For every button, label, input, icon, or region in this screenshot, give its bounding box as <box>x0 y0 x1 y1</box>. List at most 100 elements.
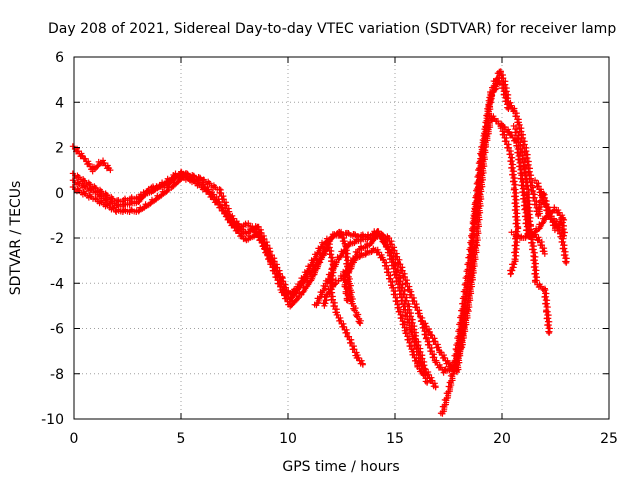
data-point <box>524 198 531 205</box>
data-point <box>502 98 509 105</box>
data-point <box>410 298 417 305</box>
data-point <box>394 304 401 311</box>
data-point <box>404 336 411 343</box>
y-tick-label: -10 <box>41 412 64 428</box>
y-tick-label: -2 <box>50 231 64 247</box>
data-point <box>500 131 507 138</box>
data-point <box>521 169 528 176</box>
data-point <box>416 348 423 355</box>
data-point <box>512 129 519 136</box>
data-point <box>274 274 281 281</box>
data-point <box>390 247 397 254</box>
data-point <box>542 300 549 307</box>
data-point <box>512 213 519 220</box>
data-point <box>515 121 522 128</box>
data-point <box>418 355 425 362</box>
data-point <box>543 315 550 322</box>
data-point <box>404 306 411 313</box>
data-point <box>531 201 538 208</box>
data-point <box>422 335 429 342</box>
data-point <box>563 259 570 266</box>
data-point <box>217 201 224 208</box>
x-tick-label: 10 <box>279 431 297 447</box>
data-point <box>499 85 506 92</box>
data-point <box>500 91 507 98</box>
data-point <box>402 280 409 287</box>
data-point <box>323 297 330 304</box>
data-point <box>407 291 414 298</box>
data-point <box>530 257 537 264</box>
data-point <box>516 163 523 170</box>
data-point <box>511 207 518 214</box>
data-point <box>411 333 418 340</box>
data-point <box>544 322 551 329</box>
series-track-l <box>437 76 512 417</box>
data-point <box>515 225 522 232</box>
data-point <box>516 128 523 135</box>
data-point <box>343 329 350 336</box>
data-point <box>350 346 357 353</box>
data-point <box>408 319 415 326</box>
y-tick-label: 2 <box>55 141 64 157</box>
data-point <box>342 254 349 261</box>
data-point <box>427 332 434 339</box>
data-point <box>497 125 504 132</box>
data-point <box>502 138 509 145</box>
x-axis-title: GPS time / hours <box>282 459 399 475</box>
data-point <box>386 275 393 282</box>
data-point <box>510 107 517 114</box>
data-point <box>506 151 513 158</box>
data-point <box>421 331 428 338</box>
data-point <box>517 149 524 156</box>
data-point <box>329 282 336 289</box>
series-track-a <box>69 143 114 175</box>
series-track-k <box>532 177 570 266</box>
data-point <box>389 256 396 263</box>
data-point <box>520 141 527 148</box>
data-point <box>400 291 407 298</box>
data-point <box>107 167 114 174</box>
y-tick-label: 4 <box>55 95 64 111</box>
data-point <box>389 284 396 291</box>
data-point <box>496 68 503 75</box>
data-point <box>521 206 528 213</box>
series-track-d <box>69 170 431 386</box>
data-point <box>511 200 518 207</box>
data-point <box>431 380 438 387</box>
data-point <box>529 246 536 253</box>
data-point <box>328 234 335 241</box>
data-point <box>514 239 521 246</box>
y-tick-label: 0 <box>55 186 64 202</box>
data-point <box>552 221 559 228</box>
data-point <box>538 194 545 201</box>
data-point <box>537 242 544 249</box>
data-point <box>513 252 520 259</box>
data-point <box>396 278 403 285</box>
x-tick-label: 15 <box>386 431 404 447</box>
data-point <box>528 188 535 195</box>
data-point <box>390 291 397 298</box>
data-point <box>444 357 451 364</box>
data-point <box>541 293 548 300</box>
data-point <box>425 341 432 348</box>
data-point <box>264 251 271 258</box>
data-point <box>509 178 516 185</box>
data-point <box>392 253 399 260</box>
data-point <box>347 339 354 346</box>
data-point <box>521 176 528 183</box>
data-point <box>272 267 279 274</box>
data-point <box>520 195 527 202</box>
data-point <box>419 370 426 377</box>
data-point <box>535 237 542 244</box>
data-point <box>282 295 289 302</box>
data-point <box>518 135 525 142</box>
grid-lines <box>74 57 609 419</box>
data-point <box>521 213 528 220</box>
data-point <box>530 264 537 271</box>
data-point <box>541 250 548 257</box>
data-point <box>395 308 402 315</box>
x-tick-label: 5 <box>177 431 186 447</box>
series-track-i <box>497 125 522 278</box>
data-point <box>512 220 519 227</box>
